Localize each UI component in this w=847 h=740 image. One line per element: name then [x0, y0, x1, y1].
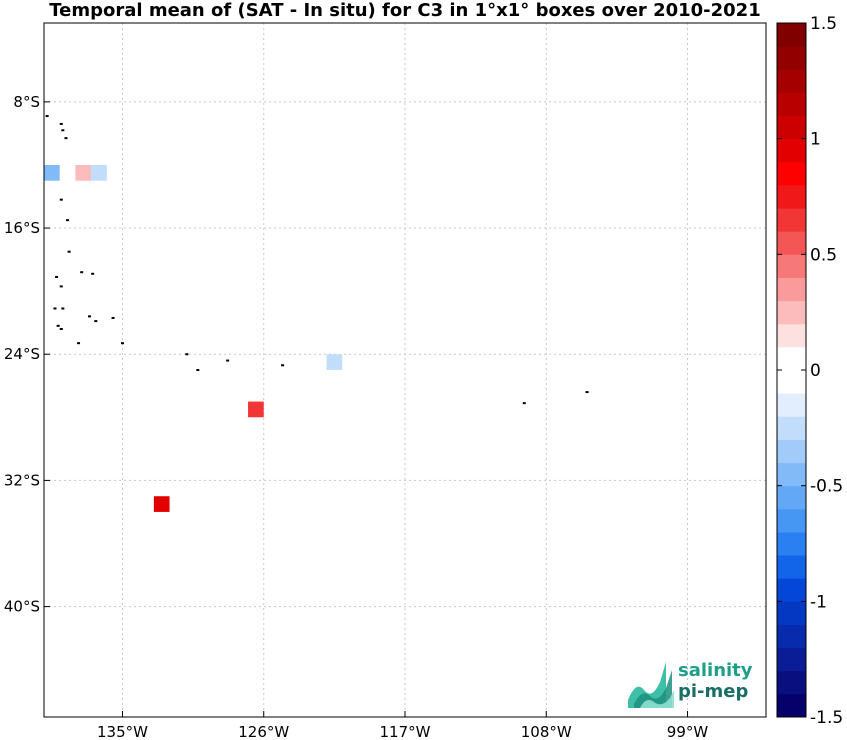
island-marker	[111, 316, 115, 319]
logo-pimep-text: pi-mep	[678, 681, 749, 702]
data-box	[75, 164, 92, 181]
colorbar	[776, 22, 807, 718]
island-marker	[80, 271, 84, 274]
island-marker	[226, 359, 230, 362]
colorbar-segment	[777, 555, 806, 579]
x-tick-label: 117°W	[380, 723, 431, 740]
island-marker	[55, 275, 59, 278]
x-tick-label: 99°W	[667, 723, 709, 740]
island-marker	[59, 122, 63, 125]
colorbar-label: 0	[810, 361, 821, 381]
map-title: Temporal mean of (SAT - In situ) for C3 …	[49, 0, 761, 21]
colorbar-segment	[777, 647, 806, 672]
logo-salinity-text: salinity	[678, 660, 753, 681]
colorbar-label: 0.5	[810, 245, 837, 265]
colorbar-segment	[777, 462, 806, 487]
colorbar-segment	[777, 231, 806, 255]
x-tick-label: 126°W	[238, 723, 289, 740]
y-tick-label: 32°S	[4, 471, 40, 489]
island-marker	[196, 369, 200, 371]
colorbar-label: 1.5	[810, 14, 837, 34]
colorbar-segment	[777, 416, 806, 440]
island-marker	[59, 285, 63, 288]
y-tick-label: 40°S	[4, 598, 40, 616]
colorbar-segment	[777, 46, 806, 70]
colorbar-segment	[777, 92, 806, 117]
longitude-labels: 135°W 126°W 117°W 108°W 99°W	[97, 723, 708, 740]
colorbar-segment	[777, 323, 806, 348]
colorbar-segment	[777, 370, 806, 394]
data-box	[326, 354, 343, 370]
colorbar-label: 1	[810, 130, 821, 150]
colorbar-segment	[777, 138, 806, 163]
map-frame	[43, 22, 767, 718]
island-marker	[88, 315, 92, 318]
colorbar-segment	[777, 69, 806, 93]
colorbar-label: -1.5	[810, 708, 843, 728]
wave-logo-icon	[628, 662, 674, 708]
island-marker	[185, 353, 189, 356]
colorbar-segment	[777, 670, 806, 695]
island-markers	[45, 115, 589, 405]
colorbar-label: -0.5	[810, 477, 843, 497]
graticule	[44, 23, 766, 717]
island-marker	[59, 198, 63, 201]
latitude-labels: 8°S 16°S 24°S 32°S 40°S	[4, 93, 40, 616]
colorbar-segment	[777, 624, 806, 649]
island-marker	[61, 129, 65, 132]
colorbar-segment	[777, 254, 806, 278]
island-marker	[56, 324, 60, 327]
island-marker	[67, 250, 71, 253]
colorbar-labels: 1.5 1 0.5 0 -0.5 -1 -1.5	[810, 14, 843, 728]
x-tick-label: 108°W	[521, 723, 572, 740]
island-marker	[522, 402, 526, 405]
colorbar-segment	[777, 277, 806, 302]
colorbar-segment	[777, 531, 806, 556]
colorbar-segment	[777, 439, 806, 464]
island-marker	[94, 320, 98, 323]
island-marker	[585, 391, 589, 394]
salinity-pi-mep-logo: salinity pi-mep	[626, 660, 766, 710]
island-marker	[120, 342, 124, 345]
colorbar-segment	[777, 693, 806, 718]
colorbar-segment	[777, 346, 806, 371]
island-marker	[281, 364, 285, 367]
colorbar-segment	[777, 115, 806, 140]
y-tick-label: 16°S	[4, 219, 40, 237]
colorbar-label: -1	[810, 592, 827, 612]
colorbar-segment	[777, 393, 806, 417]
island-marker	[59, 327, 63, 330]
colorbar-segment	[777, 300, 806, 325]
colorbar-segment	[777, 208, 806, 232]
island-marker	[61, 307, 65, 310]
data-boxes	[44, 164, 343, 512]
island-marker	[66, 219, 70, 222]
data-box	[153, 496, 170, 512]
colorbar-segment	[777, 601, 806, 625]
y-tick-label: 24°S	[4, 345, 40, 363]
colorbar-segment	[777, 578, 806, 602]
data-box	[248, 401, 264, 418]
island-marker	[77, 342, 81, 345]
island-marker	[64, 137, 68, 140]
data-box	[44, 164, 60, 181]
colorbar-segment	[777, 184, 806, 209]
colorbar-segment	[777, 161, 806, 186]
x-tick-label: 135°W	[97, 723, 148, 740]
y-tick-label: 8°S	[13, 93, 40, 111]
island-marker	[45, 115, 49, 118]
colorbar-segment	[777, 23, 806, 47]
data-box	[91, 164, 107, 181]
colorbar-segment	[777, 485, 806, 510]
colorbar-segment	[777, 508, 806, 533]
island-marker	[53, 307, 57, 310]
island-marker	[91, 272, 95, 275]
